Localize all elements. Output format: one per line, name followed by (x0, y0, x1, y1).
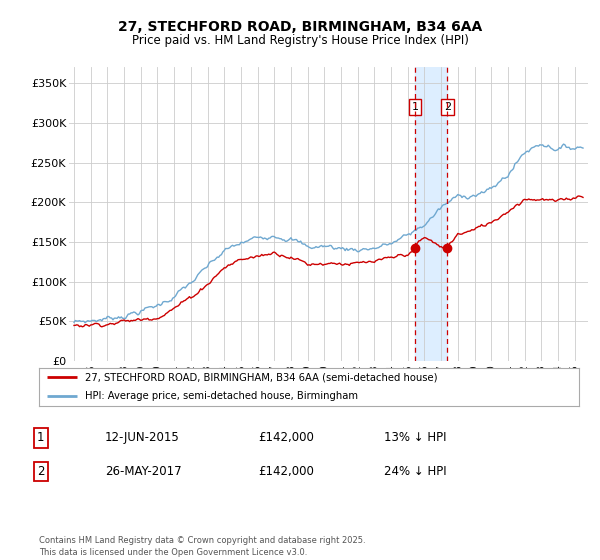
Text: 12-JUN-2015: 12-JUN-2015 (105, 431, 180, 445)
Text: 27, STECHFORD ROAD, BIRMINGHAM, B34 6AA (semi-detached house): 27, STECHFORD ROAD, BIRMINGHAM, B34 6AA … (85, 372, 437, 382)
Text: Contains HM Land Registry data © Crown copyright and database right 2025.
This d: Contains HM Land Registry data © Crown c… (39, 536, 365, 557)
Text: 13% ↓ HPI: 13% ↓ HPI (384, 431, 446, 445)
Text: Price paid vs. HM Land Registry's House Price Index (HPI): Price paid vs. HM Land Registry's House … (131, 34, 469, 46)
Text: £142,000: £142,000 (258, 431, 314, 445)
Text: 1: 1 (412, 102, 419, 112)
Text: 2: 2 (37, 465, 44, 478)
Text: 1: 1 (37, 431, 44, 445)
Text: HPI: Average price, semi-detached house, Birmingham: HPI: Average price, semi-detached house,… (85, 391, 358, 401)
Text: 24% ↓ HPI: 24% ↓ HPI (384, 465, 446, 478)
Text: 2: 2 (444, 102, 451, 112)
Text: 27, STECHFORD ROAD, BIRMINGHAM, B34 6AA: 27, STECHFORD ROAD, BIRMINGHAM, B34 6AA (118, 20, 482, 34)
Text: 26-MAY-2017: 26-MAY-2017 (105, 465, 182, 478)
Bar (415, 67, 448, 361)
Text: £142,000: £142,000 (258, 465, 314, 478)
